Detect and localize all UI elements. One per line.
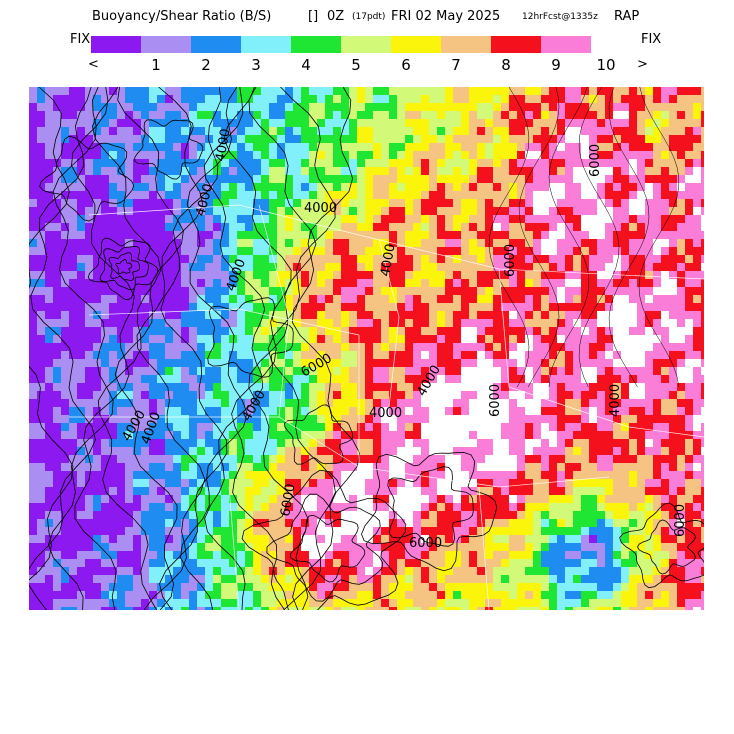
- title-pdt: (17pdt): [352, 12, 386, 22]
- title-forecast: 12hrFcst@1335z: [522, 12, 598, 22]
- state-borders: [69, 204, 704, 610]
- color-legend: [91, 36, 591, 53]
- legend-tick-label: 9: [551, 56, 561, 74]
- title-main: Buoyancy/Shear Ratio (B/S): [92, 9, 272, 24]
- legend-swatch: [541, 36, 591, 53]
- contour-label: 6000: [488, 384, 503, 417]
- title-time: 0Z: [327, 9, 345, 24]
- legend-swatch: [91, 36, 141, 53]
- legend-swatch: [141, 36, 191, 53]
- legend-swatch: [291, 36, 341, 53]
- height-contours: [29, 87, 704, 610]
- legend-tick-label: 8: [501, 56, 511, 74]
- contour-label: 6000: [409, 536, 442, 551]
- legend-swatch: [441, 36, 491, 53]
- legend-tick-label: 5: [351, 56, 361, 74]
- legend-ticks: 1 2 3 4 5 6 7 8 9 10: [0, 56, 734, 76]
- legend-swatch: [241, 36, 291, 53]
- legend-arrow-left: <: [88, 57, 99, 72]
- contour-label: 6000: [278, 482, 299, 517]
- legend-arrow-right: >: [637, 57, 648, 72]
- legend-fix-right: FIX: [641, 32, 662, 47]
- contour-label: 6000: [588, 144, 603, 177]
- title-date: FRI 02 May 2025: [391, 9, 501, 24]
- legend-swatch: [391, 36, 441, 53]
- chart-title: Buoyancy/Shear Ratio (B/S) [] 0Z (17pdt)…: [0, 9, 734, 27]
- contour-label: 4000: [369, 406, 402, 421]
- legend-fix-left: FIX: [70, 32, 91, 47]
- contour-label: 4000: [213, 127, 234, 162]
- contour-label: 4000: [378, 242, 399, 277]
- legend-tick-label: 3: [251, 56, 261, 74]
- title-model: RAP: [614, 9, 640, 24]
- legend-tick-label: 2: [201, 56, 211, 74]
- title-box: []: [308, 9, 319, 24]
- contour-label: 4000: [608, 384, 623, 417]
- contour-label: 4000: [304, 201, 337, 216]
- legend-tick-label: 7: [451, 56, 461, 74]
- contour-label: 6000: [503, 244, 518, 277]
- legend-tick-label: 4: [301, 56, 311, 74]
- contour-label: 6000: [673, 504, 688, 537]
- legend-swatch: [491, 36, 541, 53]
- legend-swatch: [341, 36, 391, 53]
- legend-swatch: [191, 36, 241, 53]
- legend-tick-label: 1: [151, 56, 161, 74]
- legend-tick-label: 10: [596, 56, 616, 74]
- legend-tick-label: 6: [401, 56, 411, 74]
